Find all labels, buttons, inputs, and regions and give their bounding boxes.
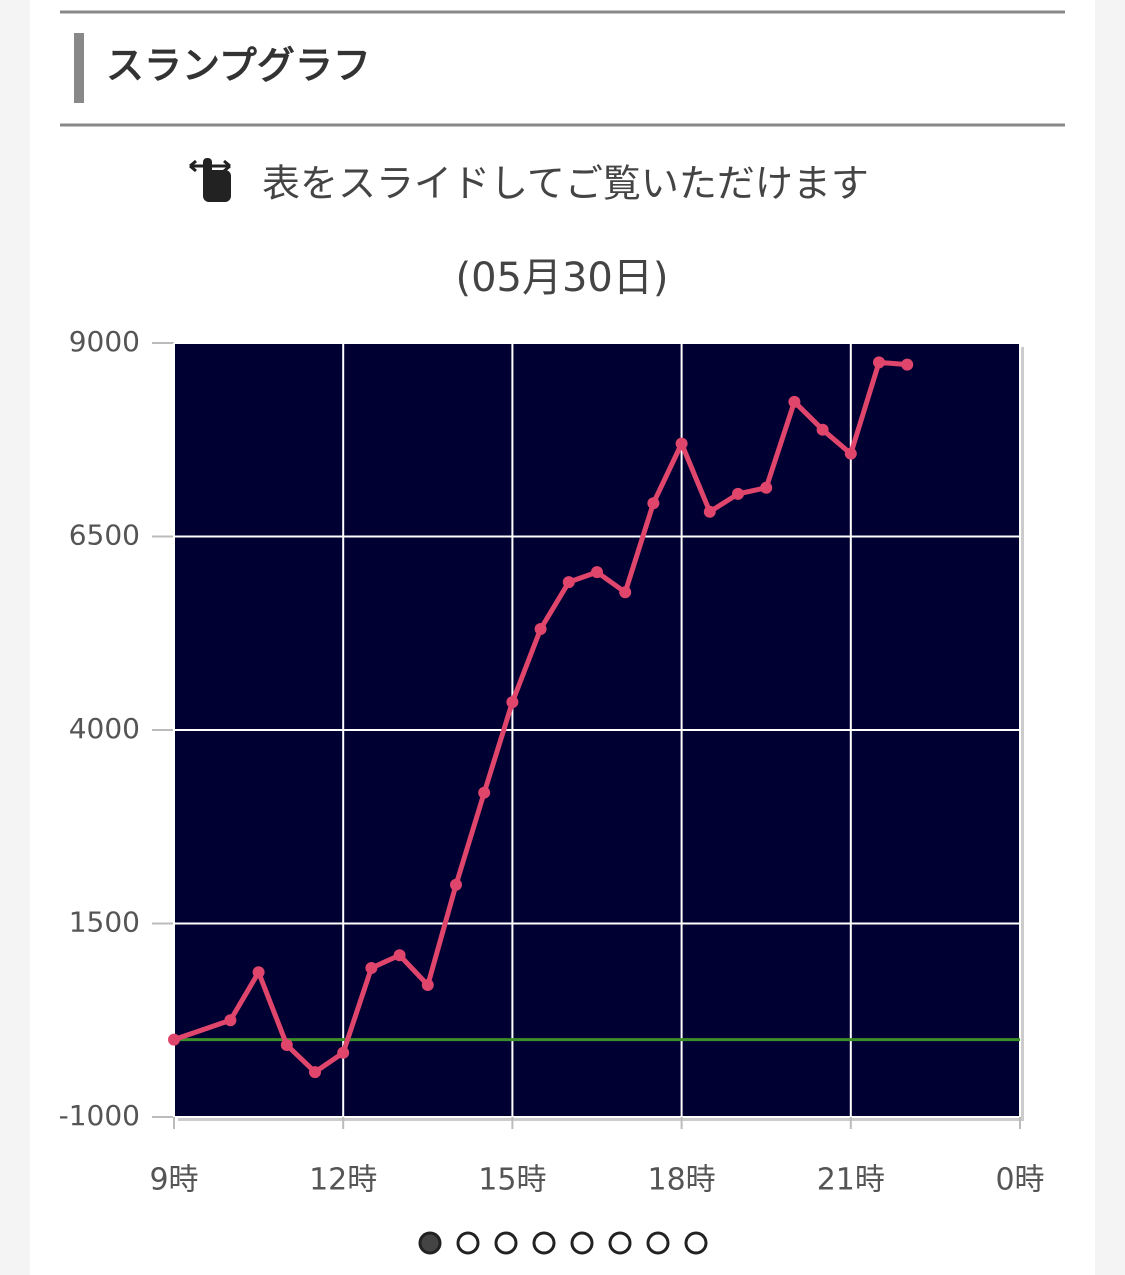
- chart-title: (05月30日): [455, 255, 668, 301]
- pager: [418, 1231, 708, 1255]
- data-point: [647, 497, 660, 510]
- data-point: [478, 786, 491, 799]
- y-tick-label: 6500: [69, 519, 140, 552]
- data-point: [337, 1046, 350, 1059]
- y-tick-label: 1500: [69, 906, 140, 939]
- hint: 表をスライドしてご覧いただけます: [262, 162, 869, 206]
- y-tick-label: 4000: [69, 712, 140, 745]
- data-point: [816, 423, 829, 436]
- data-point: [450, 878, 462, 891]
- data-point: [224, 1014, 237, 1027]
- section-title: スランプグラフ: [106, 44, 371, 88]
- data-point: [421, 979, 434, 992]
- x-tick-label: 18時: [648, 1163, 716, 1198]
- data-point: [534, 622, 547, 635]
- data-point: [732, 487, 744, 500]
- x-tick-label: 12時: [309, 1163, 377, 1198]
- data-point: [901, 358, 914, 371]
- data-point: [252, 966, 265, 979]
- x-tick-label: 21時: [817, 1163, 885, 1198]
- data-point: [280, 1039, 293, 1052]
- data-point: [703, 505, 716, 518]
- data-point: [506, 696, 519, 709]
- x-tick-label: 15時: [478, 1163, 546, 1198]
- data-point: [168, 1033, 180, 1046]
- data-point: [760, 481, 773, 494]
- data-point: [562, 576, 575, 589]
- data-point: [675, 437, 688, 450]
- title-bar: [74, 33, 84, 103]
- data-point: [309, 1066, 321, 1079]
- data-point: [619, 586, 632, 599]
- x-tick-label: 0時: [995, 1163, 1044, 1198]
- x-tick-label: 9時: [149, 1163, 198, 1198]
- swipe-icon: [189, 158, 231, 202]
- data-point: [591, 566, 603, 579]
- y-tick-label: 9000: [69, 325, 140, 358]
- data-point: [788, 395, 801, 408]
- data-point: [393, 949, 406, 962]
- data-point: [844, 447, 857, 460]
- data-point: [873, 356, 885, 369]
- y-tick-label: -1000: [59, 1099, 140, 1132]
- data-point: [365, 962, 378, 975]
